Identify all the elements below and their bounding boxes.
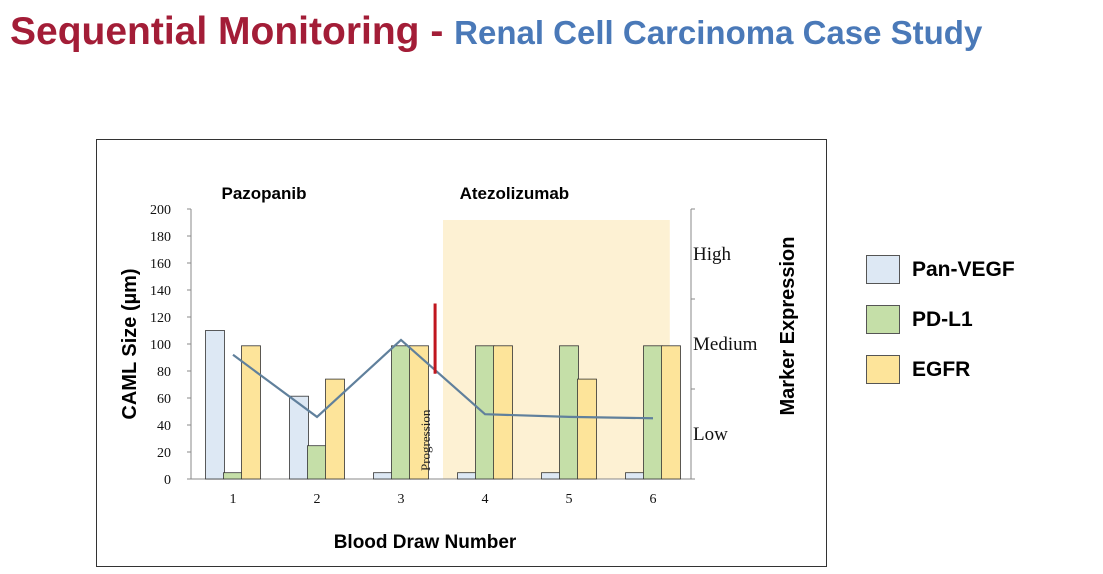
legend-swatch-egfr (866, 355, 900, 384)
bar-pd-l1-4 (475, 345, 495, 480)
legend-label-pd-l1: PD-L1 (912, 308, 973, 331)
y-axis-right-title: Marker Expression (777, 237, 799, 416)
y-tick-label-2: 40 (157, 419, 171, 434)
legend-swatch-pd-l1 (866, 305, 900, 334)
bar-pd-l1-5 (559, 345, 579, 480)
title-subtitle: Renal Cell Carcinoma Case Study (454, 14, 983, 51)
y-tick-label-3: 60 (157, 392, 171, 407)
x-tick-label-4: 4 (482, 492, 489, 507)
y-tick-label-0: 0 (164, 473, 171, 488)
progression-label: Progression (418, 409, 433, 471)
y-tick-label-4: 80 (157, 365, 171, 380)
x-tick-label-5: 5 (566, 492, 573, 507)
bar-egfr-4 (493, 345, 513, 480)
bar-pan-vegf-1 (205, 330, 225, 480)
right-tick-label-low: Low (693, 424, 728, 445)
x-tick-label-6: 6 (650, 492, 657, 507)
y-tick-label-1: 20 (157, 446, 171, 461)
page-title: Sequential Monitoring - Renal Cell Carci… (10, 10, 982, 54)
title-main: Sequential Monitoring - (10, 10, 455, 53)
legend-label-pan-vegf: Pan-VEGF (912, 258, 1015, 281)
bar-pd-l1-6 (643, 345, 663, 480)
bar-egfr-6 (661, 345, 681, 480)
bar-pan-vegf-2 (289, 395, 309, 480)
bar-egfr-3 (409, 345, 429, 480)
region-label-1: Pazopanib (221, 184, 306, 203)
bar-pd-l1-3 (391, 345, 411, 480)
x-tick-label-3: 3 (398, 492, 405, 507)
legend-swatch-pan-vegf (866, 255, 900, 284)
bar-egfr-5 (577, 378, 597, 480)
bar-pan-vegf-6 (625, 472, 645, 480)
bar-pd-l1-1 (223, 472, 243, 480)
chart: Pazopanib Atezolizumab 0 20 40 60 80 100 120 140… (119, 184, 799, 553)
bar-pan-vegf-4 (457, 472, 477, 480)
right-tick-label-high: High (693, 244, 732, 265)
caml-size-line (232, 338, 654, 420)
y-tick-label-8: 160 (150, 257, 171, 272)
right-tick-label-medium: Medium (693, 334, 758, 355)
y-tick-label-7: 140 (150, 284, 171, 299)
chart-frame: Pazopanib Atezolizumab 0 20 40 60 80 100 120 140… (96, 139, 827, 567)
y-tick-label-10: 200 (150, 203, 171, 218)
y-tick-label-9: 180 (150, 230, 171, 245)
x-tick-label-1: 1 (230, 492, 237, 507)
y-tick-label-5: 100 (150, 338, 171, 353)
x-tick-label-2: 2 (314, 492, 321, 507)
region-label-2: Atezolizumab (460, 184, 570, 203)
bar-egfr-1 (241, 345, 261, 480)
bar-pan-vegf-3 (373, 472, 393, 480)
bar-pan-vegf-5 (541, 472, 561, 480)
legend-label-egfr: EGFR (912, 358, 971, 381)
x-axis-title: Blood Draw Number (334, 532, 517, 553)
bar-pd-l1-2 (307, 445, 327, 480)
y-axis-title: CAML Size (µm) (119, 268, 141, 419)
y-tick-label-6: 120 (150, 311, 171, 326)
